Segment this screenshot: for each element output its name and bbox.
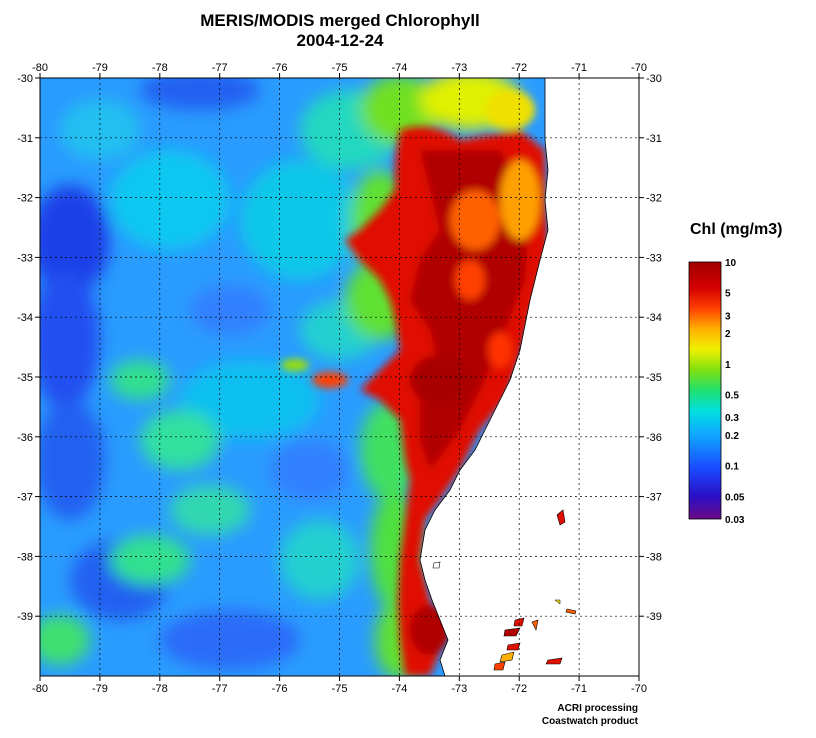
chlorophyll-field (40, 78, 639, 676)
legend-tick-label: 2 (725, 329, 731, 340)
legend-tick-label: 0.03 (725, 515, 745, 526)
legend-tick-label: 10 (725, 258, 737, 269)
legend-colorbar (688, 261, 722, 520)
lat-tick-label-left: -36 (17, 432, 33, 444)
lat-tick-label-left: -38 (17, 551, 33, 563)
lon-tick-label-bottom: -76 (272, 683, 288, 695)
lat-tick-label-left: -39 (17, 611, 33, 623)
credit-product: Coastwatch product (541, 716, 638, 727)
lon-tick-label-bottom: -70 (631, 683, 647, 695)
legend-tick-label: 0.5 (725, 391, 739, 402)
lon-tick-label-top: -70 (631, 62, 647, 74)
legend-tick-label: 0.1 (725, 462, 739, 473)
lat-tick-label-right: -39 (646, 611, 662, 623)
lon-tick-label-bottom: -78 (152, 683, 168, 695)
credit-processing: ACRI processing (557, 703, 638, 714)
lat-tick-label-left: -30 (17, 73, 33, 85)
lon-tick-label-bottom: -77 (212, 683, 228, 695)
lon-tick-label-bottom: -74 (391, 683, 407, 695)
legend-tick-label: 5 (725, 289, 731, 300)
legend-labels: 10 5 3 2 1 0.5 0.3 0.2 0.1 0.05 0.03 (725, 258, 745, 526)
lat-tick-label-left: -34 (17, 312, 33, 324)
lon-tick-label-top: -74 (391, 62, 407, 74)
lat-tick-label-left: -31 (17, 133, 33, 145)
lon-tick-label-top: -79 (92, 62, 108, 74)
legend-tick-label: 0.2 (725, 431, 739, 442)
lat-tick-label-right: -32 (646, 193, 662, 205)
lon-tick-label-top: -75 (332, 62, 348, 74)
lon-tick-label-top: -76 (272, 62, 288, 74)
lat-tick-label-right: -38 (646, 551, 662, 563)
lon-tick-label-bottom: -79 (92, 683, 108, 695)
lat-tick-label-left: -35 (17, 372, 33, 384)
lon-tick-label-bottom: -73 (451, 683, 467, 695)
map-title: MERIS/MODIS merged Chlorophyll (200, 11, 480, 30)
lat-tick-label-right: -37 (646, 492, 662, 504)
axis-ticks: -80 -80 -79 -79 -78 -78 -77 -77 -76 -76 -75 -75 -74 -… (17, 62, 662, 695)
legend-tick-label: 1 (725, 360, 731, 371)
lon-tick-label-top: -73 (451, 62, 467, 74)
lon-tick-label-bottom: -80 (32, 683, 48, 695)
map-date: 2004-12-24 (296, 31, 384, 50)
lon-tick-label-top: -78 (152, 62, 168, 74)
lon-tick-label-top: -71 (571, 62, 587, 74)
lon-tick-label-top: -80 (32, 62, 48, 74)
lon-tick-label-top: -77 (212, 62, 228, 74)
lon-tick-label-bottom: -72 (511, 683, 527, 695)
lat-tick-label-right: -33 (646, 252, 662, 264)
legend-tick-label: 0.05 (725, 492, 745, 503)
lat-tick-label-right: -34 (646, 312, 662, 324)
lat-tick-label-right: -30 (646, 73, 662, 85)
legend-tick-label: 0.3 (725, 413, 739, 424)
lat-tick-label-right: -31 (646, 133, 662, 145)
lat-tick-label-right: -35 (646, 372, 662, 384)
lat-tick-label-right: -36 (646, 432, 662, 444)
lon-tick-label-top: -72 (511, 62, 527, 74)
legend-title: Chl (mg/m3) (690, 221, 783, 238)
lon-tick-label-bottom: -71 (571, 683, 587, 695)
legend-tick-label: 3 (725, 311, 731, 322)
lat-tick-label-left: -32 (17, 193, 33, 205)
lat-tick-label-left: -37 (17, 492, 33, 504)
lat-tick-label-left: -33 (17, 252, 33, 264)
lon-tick-label-bottom: -75 (332, 683, 348, 695)
